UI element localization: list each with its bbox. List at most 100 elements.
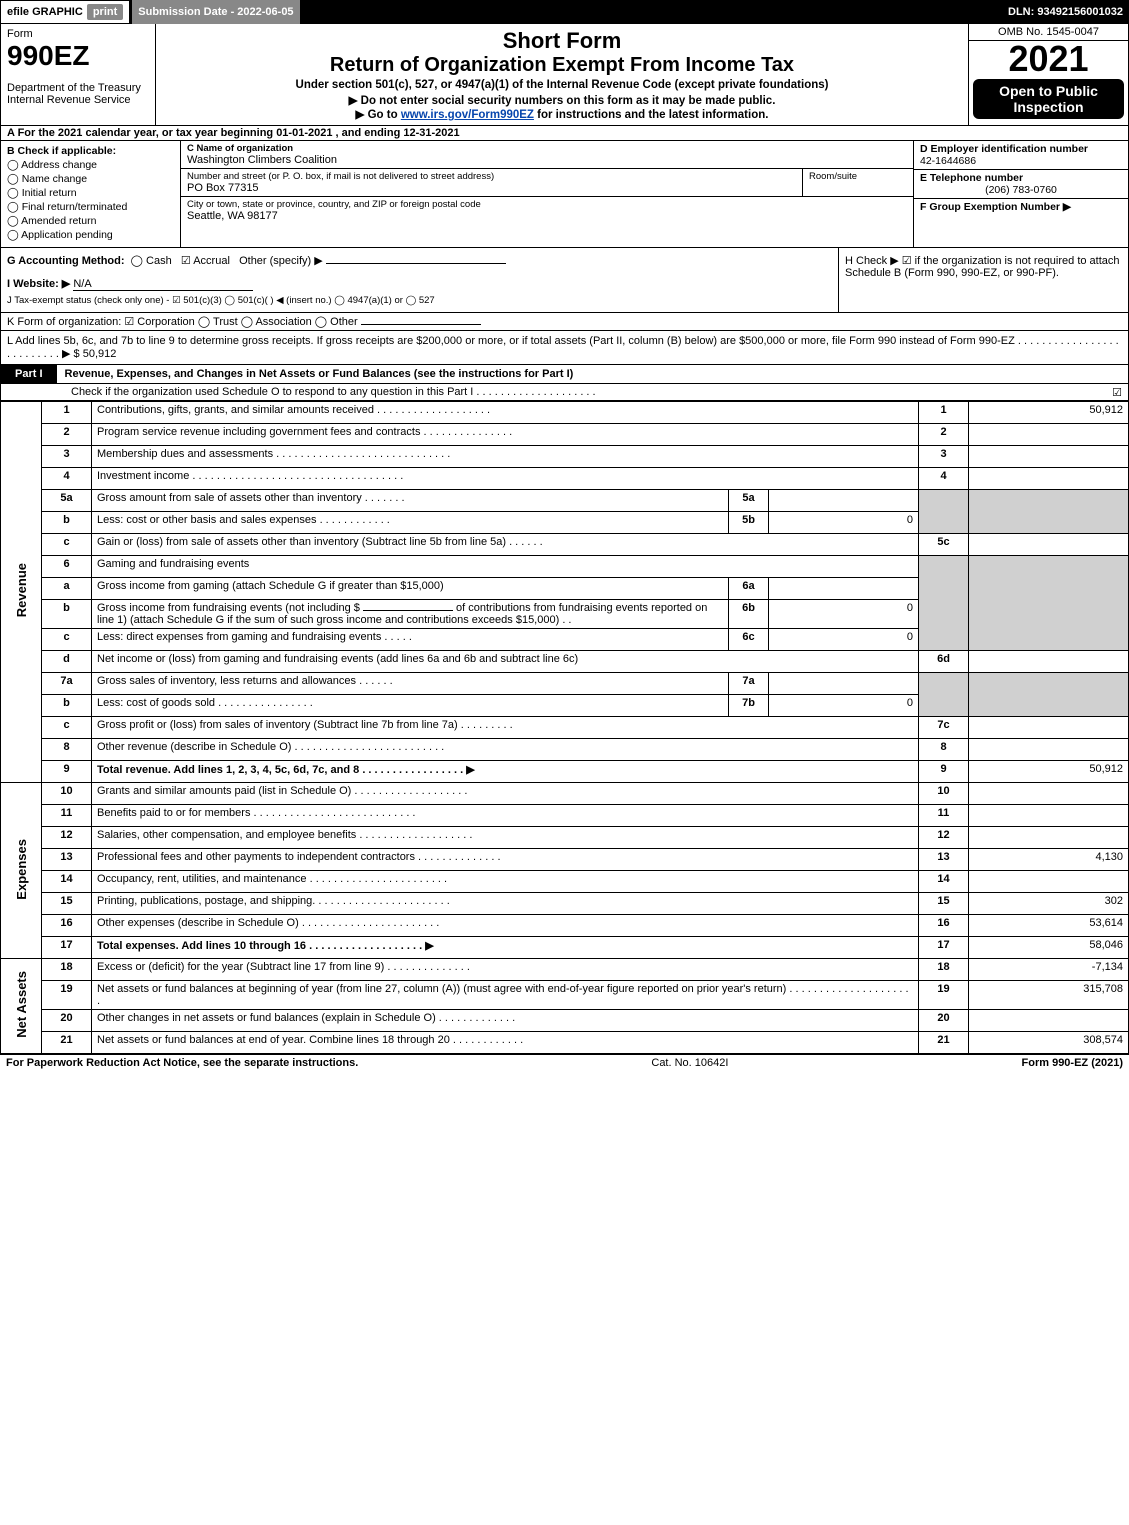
c-city-block: City or town, state or province, country… <box>181 197 913 247</box>
line-6b-value: 0 <box>769 600 919 629</box>
b-column: B Check if applicable: ◯ Address change … <box>1 141 181 247</box>
c-street-block: Number and street (or P. O. box, if mail… <box>181 169 803 196</box>
line-13: 13 Professional fees and other payments … <box>1 849 1129 871</box>
line-19: 19 Net assets or fund balances at beginn… <box>1 981 1129 1010</box>
line-6b-amount-input[interactable] <box>363 610 453 611</box>
dln-label: DLN: 93492156001032 <box>1002 6 1129 18</box>
line-2: 2 Program service revenue including gove… <box>1 424 1129 446</box>
phone-value: (206) 783-0760 <box>920 184 1122 196</box>
line-19-value: 315,708 <box>969 981 1129 1010</box>
chk-name-change[interactable]: ◯ Name change <box>7 173 174 185</box>
line-14-value <box>969 871 1129 893</box>
l-text: L Add lines 5b, 6c, and 7b to line 9 to … <box>7 335 1119 360</box>
line-1-value: 50,912 <box>969 402 1129 424</box>
website-value: N/A <box>73 278 253 291</box>
j-tax-exempt: J Tax-exempt status (check only one) - ☑… <box>7 295 832 306</box>
part-i-check-text: Check if the organization used Schedule … <box>63 384 1112 400</box>
line-10-value <box>969 783 1129 805</box>
b-label: B Check if applicable: <box>7 145 174 157</box>
c-address-row: Number and street (or P. O. box, if mail… <box>181 169 913 197</box>
chk-initial-return[interactable]: ◯ Initial return <box>7 187 174 199</box>
chk-application-pending[interactable]: ◯ Application pending <box>7 229 174 241</box>
unchecked-icon: ◯ <box>7 229 19 241</box>
form-label: Form <box>7 28 149 40</box>
line-6d-value <box>969 651 1129 673</box>
checked-icon[interactable]: ☑ <box>181 255 191 267</box>
line-9: 9 Total revenue. Add lines 1, 2, 3, 4, 5… <box>1 761 1129 783</box>
print-button[interactable]: print <box>87 4 123 20</box>
part-i-checkbox[interactable]: ☑ <box>1112 386 1128 399</box>
line-15: 15 Printing, publications, postage, and … <box>1 893 1129 915</box>
unchecked-icon: ◯ <box>7 215 19 227</box>
f-label: F Group Exemption Number ▶ <box>920 201 1071 213</box>
line-21-value: 308,574 <box>969 1032 1129 1054</box>
k-other-input[interactable] <box>361 324 481 325</box>
c-name-label: C Name of organization <box>187 143 907 154</box>
header-mid: Short Form Return of Organization Exempt… <box>156 24 968 125</box>
footer-paperwork: For Paperwork Reduction Act Notice, see … <box>6 1057 358 1069</box>
part-i-title: Revenue, Expenses, and Changes in Net As… <box>57 366 582 382</box>
g-other-input[interactable] <box>326 263 506 264</box>
gh-row: G Accounting Method: ◯ Cash ☑ Accrual Ot… <box>0 248 1129 313</box>
line-17: 17 Total expenses. Add lines 10 through … <box>1 937 1129 959</box>
i-label: I Website: ▶ <box>7 278 70 290</box>
g-accounting: G Accounting Method: ◯ Cash ☑ Accrual Ot… <box>1 248 838 312</box>
line-12: 12 Salaries, other compensation, and emp… <box>1 827 1129 849</box>
no-ssn-notice: ▶ Do not enter social security numbers o… <box>166 93 958 107</box>
efile-label: efile <box>7 6 29 18</box>
unchecked-icon[interactable]: ◯ <box>131 255 143 267</box>
line-8: 8 Other revenue (describe in Schedule O)… <box>1 739 1129 761</box>
line-8-value <box>969 739 1129 761</box>
line-1: Revenue 1 Contributions, gifts, grants, … <box>1 402 1129 424</box>
l-amount: 50,912 <box>83 348 117 360</box>
line-18: Net Assets 18 Excess or (deficit) for th… <box>1 959 1129 981</box>
chk-amended-return[interactable]: ◯ Amended return <box>7 215 174 227</box>
header-left: Form 990EZ Department of the Treasury In… <box>1 24 156 125</box>
line-21: 21 Net assets or fund balances at end of… <box>1 1032 1129 1054</box>
line-6: 6 Gaming and fundraising events <box>1 556 1129 578</box>
line-16-value: 53,614 <box>969 915 1129 937</box>
org-name: Washington Climbers Coalition <box>187 154 907 166</box>
line-2-value <box>969 424 1129 446</box>
org-street: PO Box 77315 <box>187 182 796 194</box>
line-6c-value: 0 <box>769 629 919 651</box>
page-footer: For Paperwork Reduction Act Notice, see … <box>0 1054 1129 1071</box>
row-a-tax-year: A For the 2021 calendar year, or tax yea… <box>0 126 1129 141</box>
line-20: 20 Other changes in net assets or fund b… <box>1 1010 1129 1032</box>
goto-post: for instructions and the latest informat… <box>534 109 769 121</box>
irs-link[interactable]: www.irs.gov/Form990EZ <box>401 109 534 121</box>
line-6a-value <box>769 578 919 600</box>
line-4: 4 Investment income . . . . . . . . . . … <box>1 468 1129 490</box>
line-13-value: 4,130 <box>969 849 1129 871</box>
line-6d: d Net income or (loss) from gaming and f… <box>1 651 1129 673</box>
chk-address-change[interactable]: ◯ Address change <box>7 159 174 171</box>
ein-value: 42-1644686 <box>920 155 1122 167</box>
c-street-label: Number and street (or P. O. box, if mail… <box>187 171 796 182</box>
line-11: 11 Benefits paid to or for members . . .… <box>1 805 1129 827</box>
g-other: Other (specify) ▶ <box>239 255 323 267</box>
line-12-value <box>969 827 1129 849</box>
c-column: C Name of organization Washington Climbe… <box>181 141 913 247</box>
line-17-value: 58,046 <box>969 937 1129 959</box>
line-7a: 7a Gross sales of inventory, less return… <box>1 673 1129 695</box>
line-5c: c Gain or (loss) from sale of assets oth… <box>1 534 1129 556</box>
line-18-value: -7,134 <box>969 959 1129 981</box>
d-ein-block: D Employer identification number 42-1644… <box>914 141 1128 170</box>
efile-block: efile GRAPHIC print <box>0 0 130 24</box>
k-form-org: K Form of organization: ☑ Corporation ◯ … <box>0 313 1129 331</box>
unchecked-icon: ◯ <box>7 187 19 199</box>
line-20-value <box>969 1010 1129 1032</box>
goto-line: ▶ Go to www.irs.gov/Form990EZ for instru… <box>166 107 958 121</box>
unchecked-icon: ◯ <box>7 201 19 213</box>
under-section: Under section 501(c), 527, or 4947(a)(1)… <box>166 79 958 91</box>
c-room-block: Room/suite <box>803 169 913 196</box>
submission-date: Submission Date - 2022-06-05 <box>130 0 301 24</box>
g-label: G Accounting Method: <box>7 255 125 267</box>
line-7c: c Gross profit or (loss) from sales of i… <box>1 717 1129 739</box>
line-14: 14 Occupancy, rent, utilities, and maint… <box>1 871 1129 893</box>
line-15-value: 302 <box>969 893 1129 915</box>
chk-final-return[interactable]: ◯ Final return/terminated <box>7 201 174 213</box>
line-7c-value <box>969 717 1129 739</box>
line-7a-value <box>769 673 919 695</box>
footer-cat: Cat. No. 10642I <box>358 1057 1021 1069</box>
